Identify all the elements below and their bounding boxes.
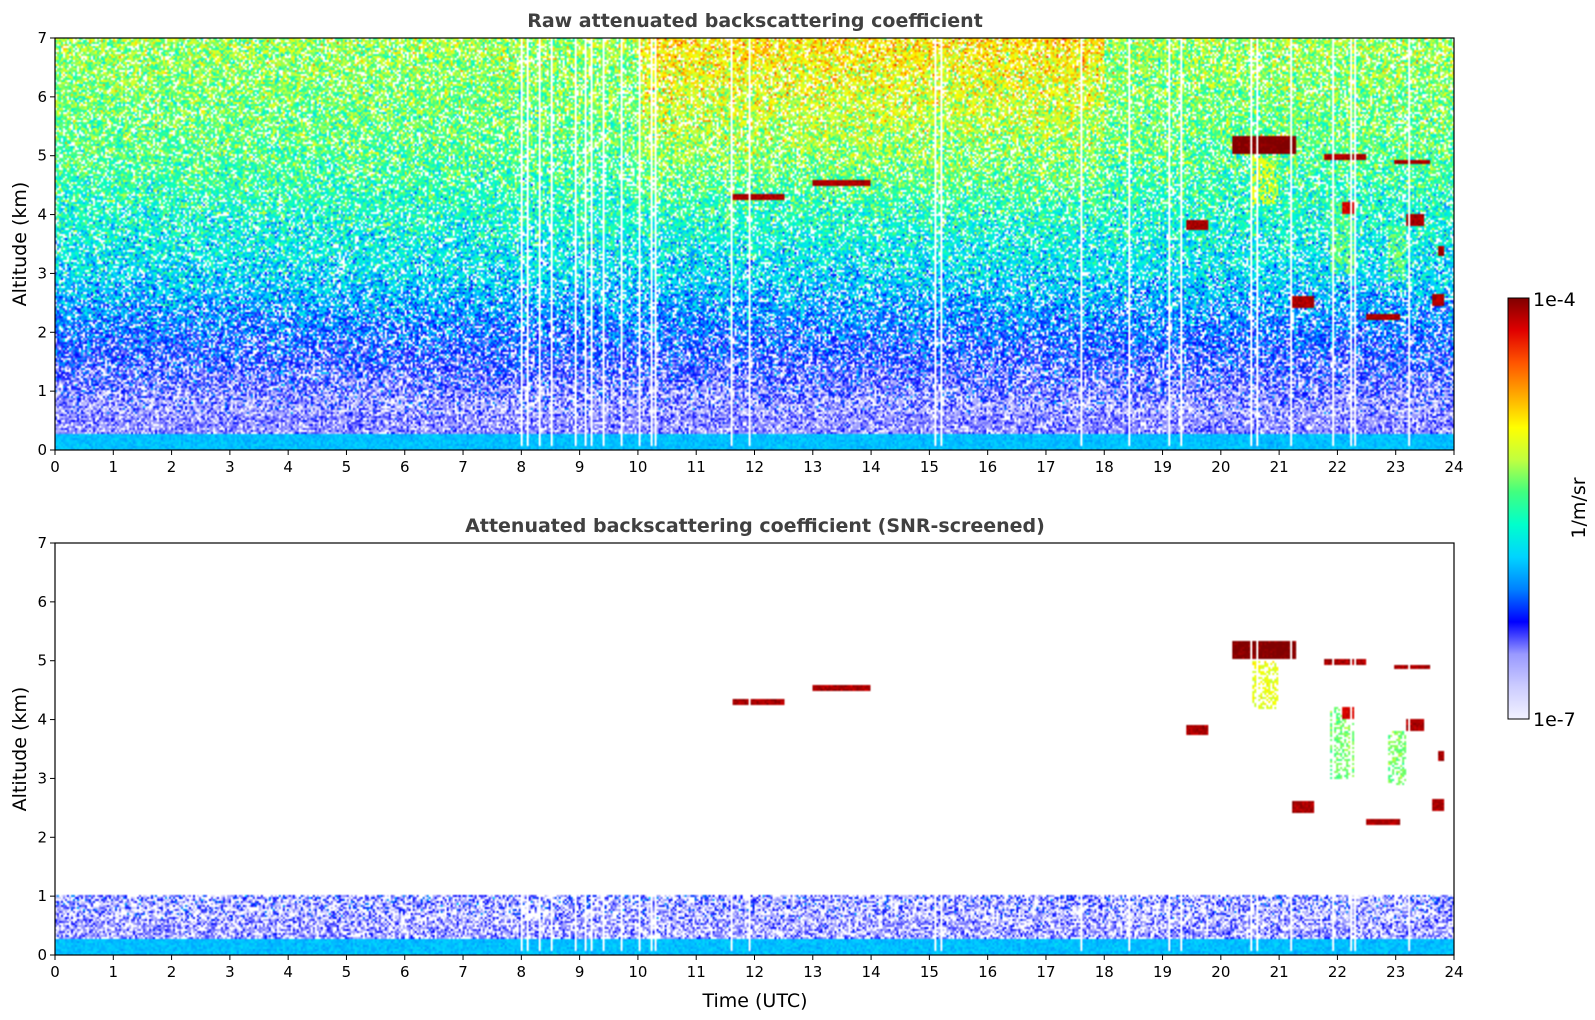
x-tick-label: 2 (167, 458, 177, 476)
x-tick-label: 13 (803, 458, 822, 476)
x-tick-label: 8 (517, 963, 527, 981)
x-tick-label: 16 (978, 458, 997, 476)
x-tick-label: 20 (1211, 458, 1230, 476)
x-tick-label: 11 (687, 963, 706, 981)
x-tick-label: 14 (862, 963, 881, 981)
y-tick-label: 4 (37, 711, 47, 729)
x-tick-label: 6 (400, 458, 410, 476)
y-tick-label: 5 (37, 652, 47, 670)
x-tick-label: 13 (803, 963, 822, 981)
y-tick-label: 2 (37, 323, 47, 341)
screened-heatmap (55, 543, 1454, 955)
x-tick-label: 17 (1036, 963, 1055, 981)
x-tick-label: 9 (575, 458, 585, 476)
x-tick-label: 6 (400, 963, 410, 981)
y-tick-label: 4 (37, 206, 47, 224)
x-tick-label: 18 (1095, 458, 1114, 476)
x-tick-label: 7 (458, 963, 468, 981)
raw-y-axis-label: Altitude (km) (9, 182, 31, 307)
y-tick-label: 6 (37, 593, 47, 611)
x-tick-label: 5 (342, 963, 352, 981)
colorbar-min-label: 1e-7 (1533, 709, 1576, 731)
x-tick-label: 16 (978, 963, 997, 981)
x-tick-label: 10 (628, 458, 647, 476)
x-tick-label: 14 (862, 458, 881, 476)
y-tick-label: 0 (37, 441, 47, 459)
colorbar: 1e-4 1e-7 1/m/sr (1507, 289, 1590, 731)
y-tick-label: 3 (37, 769, 47, 787)
y-tick-label: 3 (37, 264, 47, 282)
colorbar-gradient (1507, 297, 1530, 720)
x-tick-label: 1 (109, 458, 119, 476)
x-tick-label: 17 (1036, 458, 1055, 476)
x-tick-label: 19 (1153, 963, 1172, 981)
x-tick-label: 3 (225, 458, 235, 476)
screened-y-axis-label: Altitude (km) (9, 687, 31, 812)
x-tick-label: 24 (1444, 458, 1463, 476)
x-tick-label: 11 (687, 458, 706, 476)
x-tick-label: 19 (1153, 458, 1172, 476)
y-tick-label: 1 (37, 887, 47, 905)
x-tick-label: 10 (628, 963, 647, 981)
x-tick-label: 4 (283, 963, 293, 981)
x-tick-label: 2 (167, 963, 177, 981)
screened-panel: Attenuated backscattering coefficient (S… (9, 515, 1464, 1012)
y-tick-label: 7 (37, 29, 47, 47)
x-tick-label: 0 (50, 963, 60, 981)
raw-x-ticks: 0 1 2 3 4 5 6 7 8 9 10 11 12 13 14 15 16 17 18 19 20 21 22 23 24 (50, 450, 1464, 476)
x-tick-label: 3 (225, 963, 235, 981)
x-tick-label: 12 (745, 963, 764, 981)
x-tick-label: 0 (50, 458, 60, 476)
raw-panel: Raw attenuated backscattering coefficien… (9, 10, 1464, 476)
x-tick-label: 21 (1270, 963, 1289, 981)
y-tick-label: 5 (37, 147, 47, 165)
y-tick-label: 7 (37, 534, 47, 552)
x-tick-label: 20 (1211, 963, 1230, 981)
x-tick-label: 22 (1328, 963, 1347, 981)
x-tick-label: 22 (1328, 458, 1347, 476)
colorbar-unit-label: 1/m/sr (1568, 477, 1590, 538)
x-tick-label: 1 (109, 963, 119, 981)
y-tick-label: 2 (37, 828, 47, 846)
x-tick-label: 24 (1444, 963, 1463, 981)
x-tick-label: 18 (1095, 963, 1114, 981)
screened-x-ticks: 0 1 2 3 4 5 6 7 8 9 10 11 12 13 14 15 16 17 18 19 20 21 22 23 24 (50, 955, 1464, 981)
x-tick-label: 12 (745, 458, 764, 476)
x-tick-label: 15 (920, 458, 939, 476)
x-axis-label: Time (UTC) (701, 990, 807, 1012)
raw-panel-title: Raw attenuated backscattering coefficien… (527, 10, 983, 32)
raw-heatmap (55, 38, 1454, 450)
y-tick-label: 1 (37, 382, 47, 400)
screened-panel-title: Attenuated backscattering coefficient (S… (465, 515, 1045, 537)
x-tick-label: 23 (1386, 458, 1405, 476)
x-tick-label: 23 (1386, 963, 1405, 981)
x-tick-label: 4 (283, 458, 293, 476)
screened-y-ticks: 0 1 2 3 4 5 6 7 (37, 534, 55, 964)
raw-y-ticks: 0 1 2 3 4 5 6 7 (37, 29, 55, 459)
y-tick-label: 0 (37, 946, 47, 964)
x-tick-label: 15 (920, 963, 939, 981)
x-tick-label: 9 (575, 963, 585, 981)
x-tick-label: 8 (517, 458, 527, 476)
x-tick-label: 7 (458, 458, 468, 476)
x-tick-label: 5 (342, 458, 352, 476)
y-tick-label: 6 (37, 88, 47, 106)
colorbar-max-label: 1e-4 (1533, 289, 1576, 311)
x-tick-label: 21 (1270, 458, 1289, 476)
